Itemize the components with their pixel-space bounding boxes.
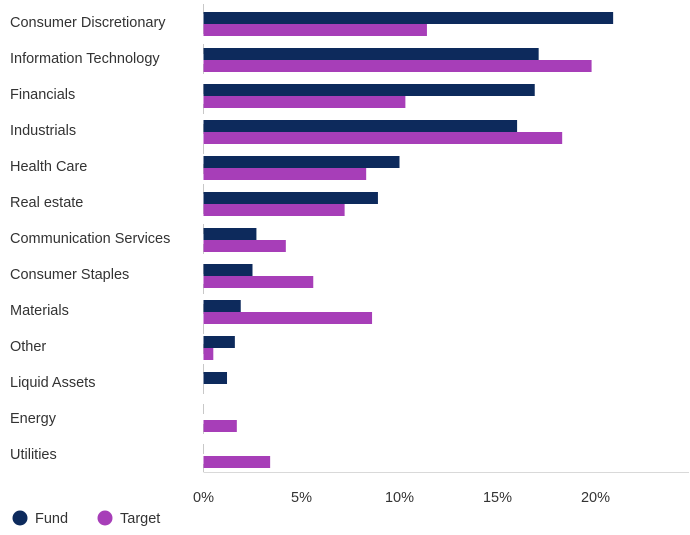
bar-fund [203,12,614,24]
bar-fund [203,156,400,168]
bar-fund [203,84,535,96]
bar-target [203,132,563,144]
legend-marker-fund [12,510,28,526]
legend-marker-target [97,510,113,526]
category-label: Energy [10,411,57,427]
category-label: Real estate [10,195,83,211]
category-label: Financials [10,87,75,103]
category-label: Liquid Assets [10,375,95,391]
category-label: Consumer Staples [10,267,129,283]
bar-target [203,276,314,288]
bar-fund [203,336,235,348]
x-tick-label: 5% [291,490,312,506]
bar-fund [203,300,241,312]
category-label: Communication Services [10,231,170,247]
bar-fund [203,120,518,132]
bar-target [203,204,345,216]
bar-target [203,420,237,432]
category-label: Consumer Discretionary [10,15,166,31]
category-label: Industrials [10,123,76,139]
bar-target [203,240,286,252]
category-label: Health Care [10,159,87,175]
x-tick-label: 10% [385,490,414,506]
legend-label: Target [120,511,160,527]
bar-target [203,60,592,72]
bar-target [203,348,214,360]
bar-fund [203,192,378,204]
bar-target [203,168,367,180]
x-tick-label: 15% [483,490,512,506]
category-label: Materials [10,303,69,319]
bar-target [203,456,271,468]
category-label: Information Technology [10,51,160,67]
bar-fund [203,264,253,276]
category-label: Other [10,339,46,355]
bar-target [203,24,427,36]
bar-fund [203,228,257,240]
legend-label: Fund [35,511,68,527]
x-tick-label: 0% [193,490,214,506]
bar-target [203,96,406,108]
bar-target [203,312,373,324]
bar-fund [203,372,228,384]
category-label: Utilities [10,447,57,463]
bar-fund [203,48,539,60]
x-tick-label: 20% [581,490,610,506]
